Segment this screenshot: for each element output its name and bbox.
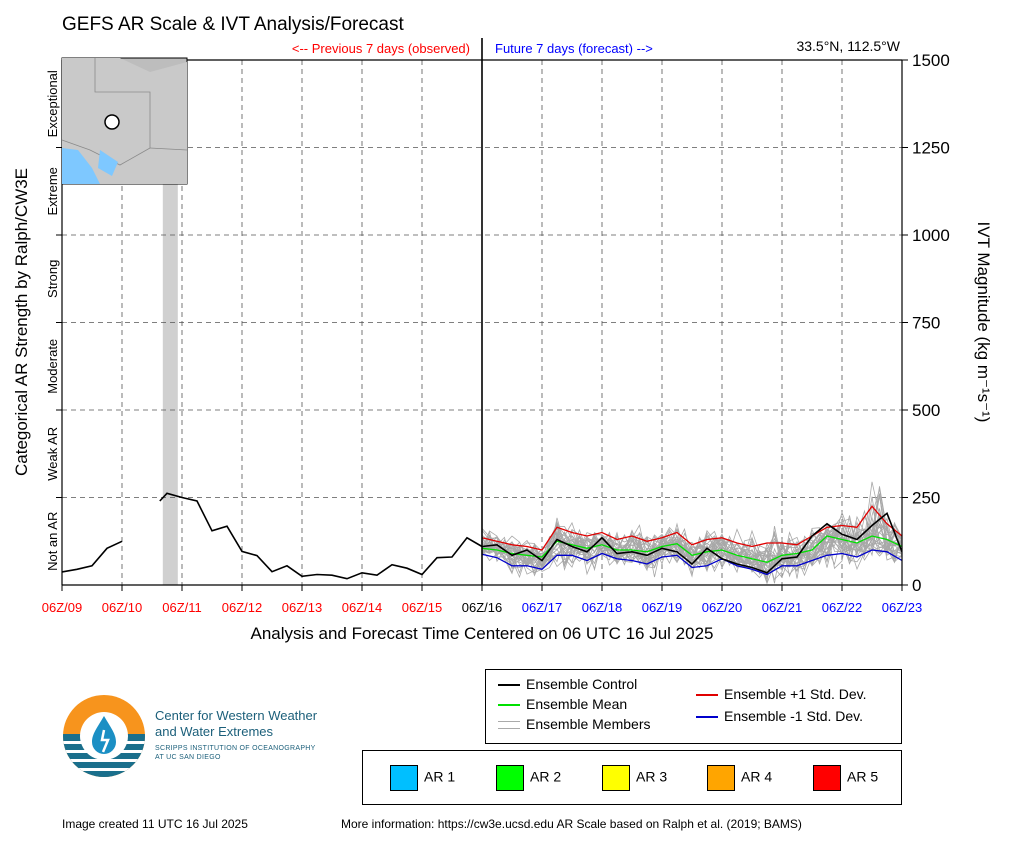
y-tick-label: 500 — [912, 401, 940, 420]
color-swatch-icon — [602, 765, 630, 791]
x-tick-label: 06Z/19 — [642, 600, 682, 615]
y-tick-label: 0 — [912, 576, 921, 595]
x-tick-label: 06Z/12 — [222, 600, 262, 615]
x-tick-label: 06Z/22 — [822, 600, 862, 615]
previous-days-label: <-- Previous 7 days (observed) — [292, 41, 470, 56]
legend-plus-std: Ensemble +1 Std. Dev. — [696, 686, 867, 702]
ar-legend-item-2: AR 2 — [496, 765, 561, 791]
x-tick-label: 06Z/09 — [42, 600, 82, 615]
y-tick-label: 250 — [912, 489, 940, 508]
legend-line-icon — [498, 684, 520, 687]
more-information-link[interactable]: More information: https://cw3e.ucsd.edu … — [341, 817, 802, 831]
cw3e-logo-icon — [63, 695, 145, 777]
category-label: Not an AR — [45, 512, 60, 571]
x-tick-label: 06Z/11 — [162, 600, 202, 615]
ensemble-member-line — [481, 526, 902, 569]
x-tick-label: 06Z/18 — [582, 600, 622, 615]
x-tick-label: 06Z/10 — [102, 600, 142, 615]
category-label: Strong — [45, 260, 60, 298]
ensemble-control-line — [481, 511, 902, 574]
y-tick-label: 750 — [912, 314, 940, 333]
left-axis-label: Categorical AR Strength by Ralph/CW3E — [12, 168, 31, 476]
legend-minus-std: Ensemble -1 Std. Dev. — [696, 708, 863, 724]
category-label: Extreme — [45, 167, 60, 215]
future-days-label: Future 7 days (forecast) --> — [495, 41, 653, 56]
category-label: Exceptional — [45, 70, 60, 137]
color-swatch-icon — [707, 765, 735, 791]
location-marker-icon — [104, 114, 120, 130]
x-tick-label: 06Z/20 — [702, 600, 742, 615]
observed-ivt-line — [159, 492, 483, 580]
color-swatch-icon — [390, 765, 418, 791]
y-tick-label: 1250 — [912, 139, 950, 158]
x-axis-label: Analysis and Forecast Time Centered on 0… — [250, 624, 713, 643]
observed-ivt-line — [62, 540, 123, 573]
category-label: Moderate — [45, 339, 60, 394]
org-name: Center for Western Weather and Water Ext… — [155, 708, 318, 761]
ar-legend-item-4: AR 4 — [707, 765, 772, 791]
legend-line-icon — [696, 694, 718, 697]
image-created-text: Image created 11 UTC 16 Jul 2025 — [62, 817, 248, 831]
x-tick-label: 06Z/16 — [462, 600, 502, 615]
ar-legend-item-5: AR 5 — [813, 765, 878, 791]
legend-line-icon — [696, 716, 718, 719]
location-label: 33.5°N, 112.5°W — [796, 38, 900, 54]
legend-control: Ensemble Control — [498, 676, 637, 692]
series-legend: Ensemble Control Ensemble Mean Ensemble … — [485, 669, 902, 744]
ar-legend-item-3: AR 3 — [602, 765, 667, 791]
legend-members: Ensemble Members — [498, 716, 651, 732]
x-tick-label: 06Z/21 — [762, 600, 802, 615]
x-tick-label: 06Z/23 — [882, 600, 922, 615]
y-tick-label: 1500 — [912, 51, 950, 70]
ar-legend: AR 1 AR 2 AR 3 AR 4 AR 5 — [362, 750, 902, 805]
ensemble-member-line — [481, 516, 902, 569]
category-label: Weak AR — [45, 427, 60, 481]
chart-title: GEFS AR Scale & IVT Analysis/Forecast — [62, 14, 404, 35]
inset-map — [61, 57, 188, 185]
minus-std-line — [481, 549, 902, 576]
ensemble-member-line — [481, 493, 902, 574]
legend-lines-icon — [498, 721, 520, 730]
ensemble-member-line — [481, 520, 902, 569]
x-tick-label: 06Z/13 — [282, 600, 322, 615]
legend-line-icon — [498, 704, 520, 707]
ivt-chart: 0 250 500 750 1000 1250 1500 Not an AR Weak AR Mo… — [12, 14, 993, 643]
x-tick-label: 06Z/14 — [342, 600, 382, 615]
x-tick-label: 06Z/15 — [402, 600, 442, 615]
legend-mean: Ensemble Mean — [498, 696, 627, 712]
right-axis-label: IVT Magnitude (kg m⁻¹s⁻¹) — [974, 222, 993, 423]
ar-legend-item-1: AR 1 — [390, 765, 455, 791]
x-tick-label: 06Z/17 — [522, 600, 562, 615]
color-swatch-icon — [813, 765, 841, 791]
ensemble-member-line — [481, 496, 902, 577]
color-swatch-icon — [496, 765, 524, 791]
y-tick-label: 1000 — [912, 226, 950, 245]
